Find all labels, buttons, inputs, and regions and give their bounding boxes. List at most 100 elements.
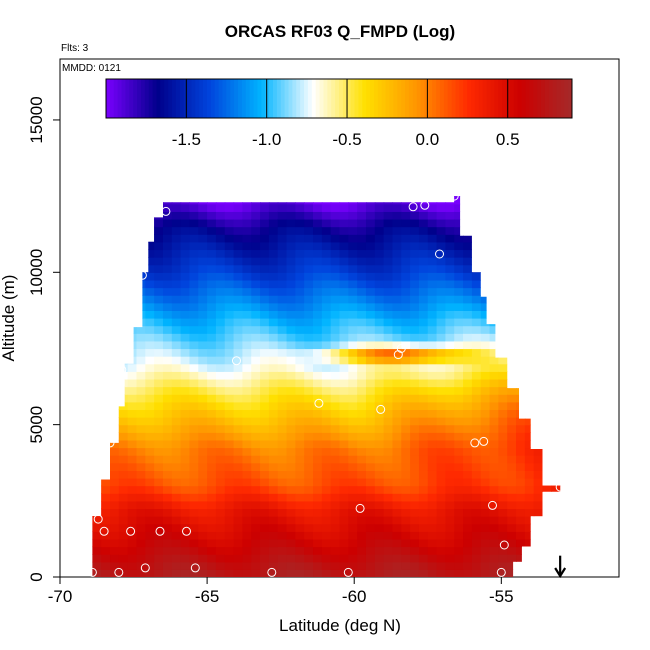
- heatmap-cell: [524, 409, 535, 418]
- heatmap-cell: [242, 295, 252, 304]
- heatmap-cell: [542, 394, 552, 403]
- colorbar-swatch: [358, 79, 363, 118]
- heatmap-cell: [277, 516, 288, 525]
- heatmap-cell: [436, 378, 447, 388]
- heatmap-cell: [481, 181, 490, 189]
- heatmap-cell: [330, 447, 341, 456]
- heatmap-cell: [560, 455, 561, 464]
- heatmap-cell: [524, 196, 535, 197]
- heatmap-cell: [118, 295, 129, 304]
- heatmap-cell: [233, 554, 244, 563]
- heatmap-cell: [427, 333, 438, 342]
- heatmap-cell: [304, 531, 314, 540]
- heatmap-cell: [171, 356, 182, 365]
- heatmap-cell: [198, 561, 208, 570]
- heatmap-cell: [215, 554, 226, 563]
- heatmap-cell: [542, 340, 552, 350]
- heatmap-cell: [215, 333, 226, 342]
- heatmap-cell: [410, 386, 420, 395]
- heatmap-cell: [268, 508, 279, 517]
- heatmap-cell: [524, 531, 535, 540]
- heatmap-cell: [401, 340, 411, 350]
- heatmap-cell: [471, 523, 482, 532]
- heatmap-cell: [92, 500, 102, 510]
- heatmap-cell: [304, 409, 314, 418]
- heatmap-cell: [357, 226, 367, 235]
- heatmap-cell: [198, 257, 208, 266]
- heatmap-cell: [357, 234, 367, 243]
- heatmap-cell: [189, 272, 199, 281]
- heatmap-cell: [127, 409, 138, 418]
- heatmap-cell: [418, 310, 429, 319]
- heatmap-cell: [339, 432, 349, 441]
- heatmap-cell: [392, 424, 402, 433]
- heatmap-cell: [110, 493, 120, 502]
- heatmap-cell: [560, 378, 561, 388]
- heatmap-cell: [92, 234, 93, 243]
- colorbar-swatch: [443, 79, 449, 118]
- heatmap-cell: [180, 401, 191, 411]
- heatmap-cell: [401, 485, 411, 494]
- heatmap-cell: [436, 531, 447, 540]
- heatmap-cell: [436, 295, 447, 304]
- heatmap-cell: [92, 264, 93, 273]
- heatmap-cell: [154, 310, 164, 319]
- heatmap-cell: [533, 211, 544, 220]
- heatmap-cell: [154, 470, 164, 479]
- heatmap-cell: [374, 302, 385, 311]
- heatmap-cell: [498, 401, 508, 411]
- observation-point: [420, 200, 430, 210]
- heatmap-cell: [162, 554, 173, 563]
- heatmap-cell: [162, 477, 173, 487]
- heatmap-cell: [145, 493, 155, 502]
- heatmap-cell: [215, 363, 226, 372]
- heatmap-cell: [162, 409, 173, 418]
- heatmap-cell: [295, 363, 305, 372]
- heatmap-cell: [489, 455, 499, 464]
- heatmap-cell: [357, 424, 367, 433]
- heatmap-cell: [330, 203, 341, 212]
- heatmap-cell: [180, 302, 191, 311]
- heatmap-cell: [436, 211, 447, 220]
- heatmap-cell: [233, 356, 244, 365]
- heatmap-cell: [277, 386, 288, 395]
- heatmap-cell: [224, 447, 235, 456]
- heatmap-cell: [542, 409, 552, 418]
- heatmap-cell: [542, 279, 552, 289]
- heatmap-cell: [357, 241, 367, 251]
- heatmap-cell: [286, 508, 296, 517]
- heatmap-cell: [524, 477, 535, 487]
- heatmap-cell: [251, 477, 261, 487]
- heatmap-cell: [277, 333, 288, 342]
- heatmap-cell: [436, 538, 447, 548]
- heatmap-cell: [498, 371, 508, 380]
- heatmap-cell: [136, 203, 146, 212]
- heatmap-cell: [260, 417, 270, 426]
- heatmap-cell: [233, 500, 244, 510]
- heatmap-cell: [321, 196, 332, 197]
- heatmap-cell: [436, 493, 447, 502]
- heatmap-cell: [207, 226, 217, 235]
- heatmap-cell: [207, 196, 217, 205]
- heatmap-cell: [357, 348, 367, 357]
- heatmap-cell: [471, 432, 482, 441]
- heatmap-cell: [524, 485, 535, 494]
- heatmap-cell: [145, 181, 154, 189]
- heatmap-cell: [260, 477, 270, 487]
- heatmap-cell: [127, 378, 138, 388]
- heatmap-cell: [533, 516, 544, 525]
- observation-point: [87, 567, 97, 577]
- heatmap-cell: [321, 401, 332, 411]
- heatmap-cell: [533, 409, 544, 418]
- heatmap-cell: [357, 493, 367, 502]
- heatmap-cell: [242, 241, 252, 251]
- heatmap-cell: [101, 302, 111, 311]
- heatmap-cell: [268, 394, 279, 403]
- heatmap-cell: [145, 203, 155, 212]
- heatmap-cell: [145, 554, 155, 563]
- heatmap-cell: [454, 279, 464, 289]
- heatmap-cell: [145, 394, 155, 403]
- heatmap-cell: [224, 196, 235, 205]
- heatmap-cell: [171, 516, 182, 525]
- heatmap-cell: [101, 264, 111, 273]
